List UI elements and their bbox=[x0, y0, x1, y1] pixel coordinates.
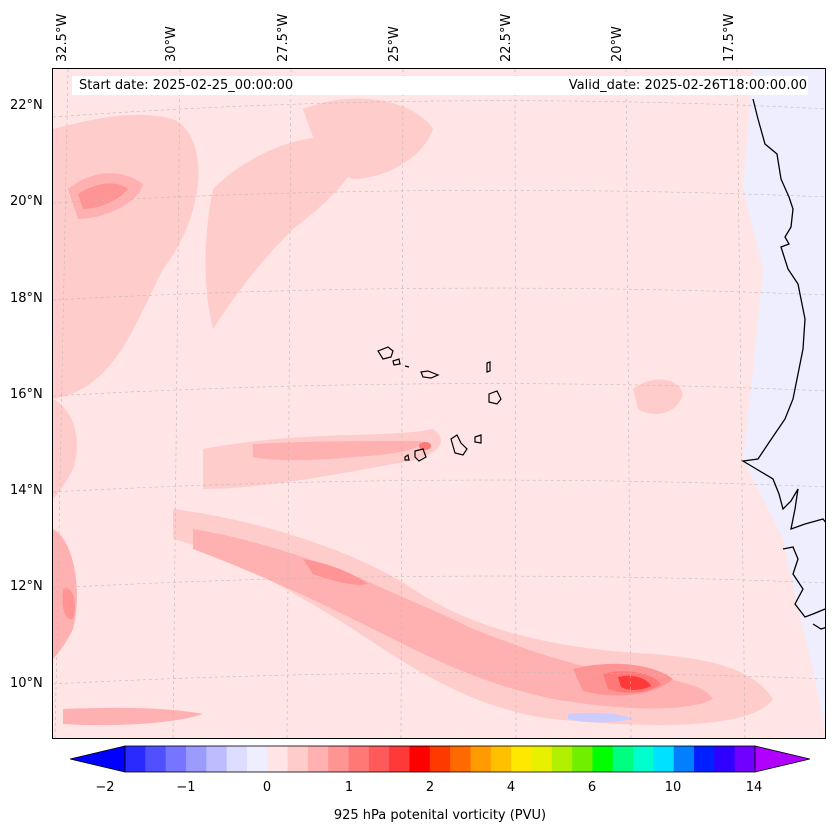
colorbar-outline bbox=[124, 745, 756, 773]
colorbar-cell bbox=[287, 746, 309, 772]
lat-label: 12°N bbox=[10, 579, 43, 594]
cape-verde-islands bbox=[377, 346, 502, 462]
colorbar-cell bbox=[429, 746, 451, 772]
lat-label: 14°N bbox=[10, 483, 43, 498]
colorbar-title: 925 hPa potenital vorticity (PVU) bbox=[333, 808, 547, 823]
colorbar-cell bbox=[348, 746, 370, 772]
colorbar-cell bbox=[185, 746, 207, 772]
colorbar-cell bbox=[572, 746, 593, 772]
colorbar-cell bbox=[470, 746, 492, 772]
land-shading bbox=[743, 69, 825, 730]
colorbar-cell bbox=[450, 746, 471, 772]
colorbar-cell bbox=[551, 746, 573, 772]
pv-contours bbox=[53, 69, 825, 738]
colorbar-cell bbox=[246, 746, 268, 772]
lat-label: 20°N bbox=[10, 194, 43, 209]
lon-label: 25°W bbox=[387, 26, 402, 62]
colorbar bbox=[70, 745, 810, 773]
colorbar-extend-min bbox=[70, 745, 126, 773]
lat-label: 18°N bbox=[10, 291, 43, 306]
lat-label: 16°N bbox=[10, 387, 43, 402]
info-banner bbox=[72, 76, 808, 95]
colorbar-cell bbox=[165, 746, 187, 772]
colorbar-cell bbox=[490, 746, 512, 772]
lon-label: 17.5°W bbox=[722, 13, 737, 62]
lat-label: 10°N bbox=[10, 676, 43, 691]
lon-label: 22.5°W bbox=[499, 13, 514, 62]
colorbar-tick: 0 bbox=[262, 780, 272, 795]
lat-label: 22°N bbox=[10, 98, 43, 113]
colorbar-cell bbox=[125, 746, 146, 772]
colorbar-tick: 10 bbox=[664, 780, 682, 795]
colorbar-tick: 14 bbox=[745, 780, 763, 795]
colorbar-cell bbox=[145, 746, 167, 772]
coastline bbox=[741, 98, 825, 630]
colorbar-cell bbox=[531, 746, 553, 772]
lon-label: 30°W bbox=[164, 26, 179, 62]
colorbar-cell bbox=[592, 746, 614, 772]
colorbar-cell bbox=[307, 746, 329, 772]
colorbar-cell bbox=[389, 746, 411, 772]
graticule bbox=[53, 69, 825, 738]
colorbar-cell bbox=[409, 746, 431, 772]
colorbar-tick: −1 bbox=[176, 780, 196, 795]
colorbar-cell bbox=[267, 746, 289, 772]
lon-label: 27.5°W bbox=[276, 13, 291, 62]
colorbar-cell bbox=[734, 746, 756, 772]
colorbar-tick: −2 bbox=[95, 780, 115, 795]
map-panel bbox=[52, 68, 826, 739]
colorbar-cell bbox=[368, 746, 390, 772]
colorbar-cell bbox=[633, 746, 654, 772]
colorbar-cell bbox=[673, 746, 695, 772]
colorbar-tick: 6 bbox=[587, 780, 597, 795]
colorbar-cell bbox=[612, 746, 634, 772]
lon-label: 20°W bbox=[610, 26, 625, 62]
colorbar-cell bbox=[653, 746, 675, 772]
pv-field-map bbox=[53, 69, 825, 738]
colorbar-cell bbox=[714, 746, 736, 772]
colorbar-cells bbox=[125, 746, 756, 772]
valid-date-label: Valid_date: 2025-02-26T18:00:00.00 bbox=[568, 78, 807, 93]
colorbar-extend-max bbox=[754, 745, 810, 773]
colorbar-cell bbox=[328, 746, 350, 772]
colorbar-cell bbox=[226, 746, 248, 772]
colorbar-tick: 2 bbox=[425, 780, 435, 795]
lon-label: 32.5°W bbox=[55, 13, 70, 62]
colorbar-cell bbox=[694, 746, 715, 772]
colorbar-tick: 4 bbox=[506, 780, 516, 795]
colorbar-cell bbox=[511, 746, 532, 772]
colorbar-tick: 1 bbox=[344, 780, 354, 795]
colorbar-cell bbox=[206, 746, 228, 772]
start-date-label: Start date: 2025-02-25_00:00:00 bbox=[79, 78, 294, 93]
